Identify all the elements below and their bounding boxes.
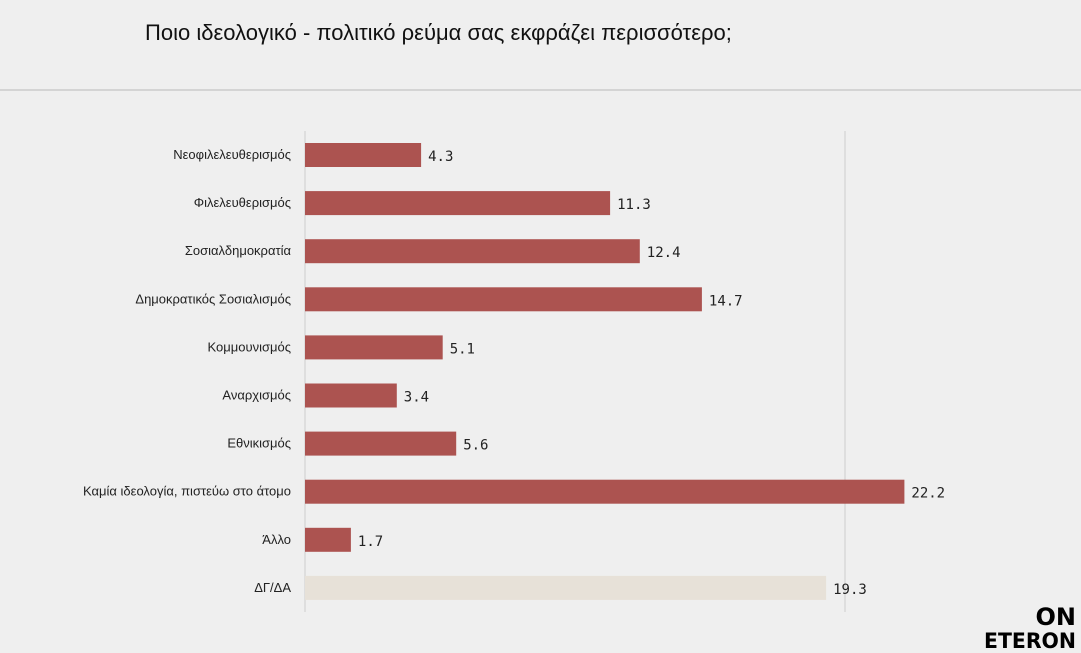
value-label-5: 3.4 [404, 390, 429, 406]
logo-line-eteron: ETERON [984, 629, 1076, 650]
bar-3 [305, 287, 702, 312]
bar-8 [305, 527, 351, 552]
bar-7 [305, 479, 905, 504]
bar-1 [305, 191, 611, 216]
bar-5 [305, 383, 397, 408]
bar-2 [305, 239, 640, 264]
oneteron-logo: ON ETERON [984, 603, 1077, 650]
category-label-6: Εθνικισμός [227, 436, 291, 451]
label-layer: Νεοφιλελευθερισμός 4.3 Φιλελευθερισμός 11.3… [83, 147, 945, 598]
category-label-4: Κομμουνισμός [208, 339, 291, 354]
value-label-4: 5.1 [450, 341, 475, 357]
value-label-0: 4.3 [428, 149, 453, 165]
value-label-7: 22.2 [911, 486, 945, 502]
category-label-7: Καμία ιδεολογία, πιστεύω στο άτομο [83, 484, 291, 499]
bar-layer [305, 143, 905, 600]
chart-title: Ποιο ιδεολογικό - πολιτικό ρεύμα σας εκφ… [145, 20, 732, 45]
value-label-9: 19.3 [833, 582, 867, 598]
bar-4 [305, 335, 443, 360]
category-label-8: Άλλο [262, 532, 291, 547]
title-divider [0, 89, 1081, 91]
value-label-8: 1.7 [358, 534, 383, 550]
value-label-2: 12.4 [647, 245, 681, 261]
value-label-1: 11.3 [617, 197, 651, 213]
bar-0 [305, 143, 422, 167]
bar-9 [305, 575, 827, 600]
value-label-6: 5.6 [463, 438, 488, 454]
category-label-9: ΔΓ/ΔΑ [254, 580, 291, 595]
category-label-0: Νεοφιλελευθερισμός [173, 147, 291, 162]
category-label-5: Αναρχισμός [222, 388, 291, 403]
category-label-2: Σοσιαλδημοκρατία [185, 243, 292, 258]
category-label-3: Δημοκρατικός Σοσιαλισμός [135, 291, 291, 306]
value-label-3: 14.7 [709, 293, 743, 309]
bar-6 [305, 431, 457, 456]
category-label-1: Φιλελευθερισμός [194, 195, 291, 210]
logo-line-on: ON [1036, 603, 1077, 631]
